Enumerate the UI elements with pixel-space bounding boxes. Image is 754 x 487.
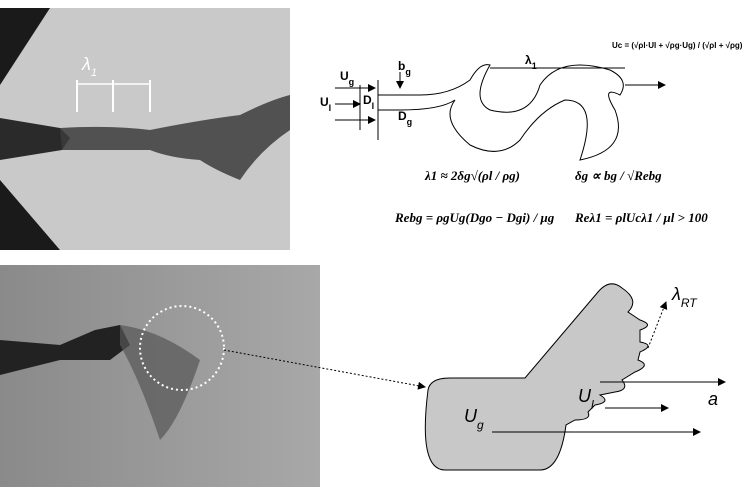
bottom-schematic (425, 284, 725, 470)
equation: Reλ1 = ρlUcλ1 / μl > 100 (574, 210, 708, 225)
top-photo: λ1 (0, 8, 290, 250)
equation: Rebg = ρgUg(Dgo − Dgi) / μg (394, 210, 555, 225)
bottom-photo (0, 265, 320, 487)
equation: δg ∝ bg / √Rebg (575, 168, 662, 183)
formula: Uc = (√ρl·Ul + √ρg·Ug) / (√ρl + √ρg) (612, 41, 743, 50)
top-schematic (335, 65, 665, 160)
figure: λ1 Ug Ul bg Dl Dg λ1 Uc = (√ρl·Ul + √ρg·… (0, 0, 754, 487)
label: λRT (671, 284, 698, 310)
label: Ug (340, 69, 354, 87)
label: a (708, 389, 718, 409)
label: Ul (320, 95, 331, 113)
label: Dg (398, 109, 412, 127)
equation: λ1 ≈ 2δg√(ρl / ρg) (424, 168, 520, 183)
label: Dl (363, 93, 374, 111)
